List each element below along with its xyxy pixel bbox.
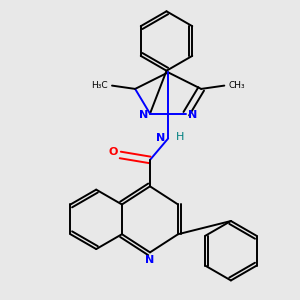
Text: H: H	[176, 132, 184, 142]
Text: H₃C: H₃C	[92, 81, 108, 90]
Text: N: N	[140, 110, 149, 120]
Text: N: N	[188, 110, 197, 120]
Text: O: O	[109, 147, 118, 157]
Text: CH₃: CH₃	[228, 81, 245, 90]
Text: N: N	[156, 134, 166, 143]
Text: N: N	[146, 255, 154, 265]
